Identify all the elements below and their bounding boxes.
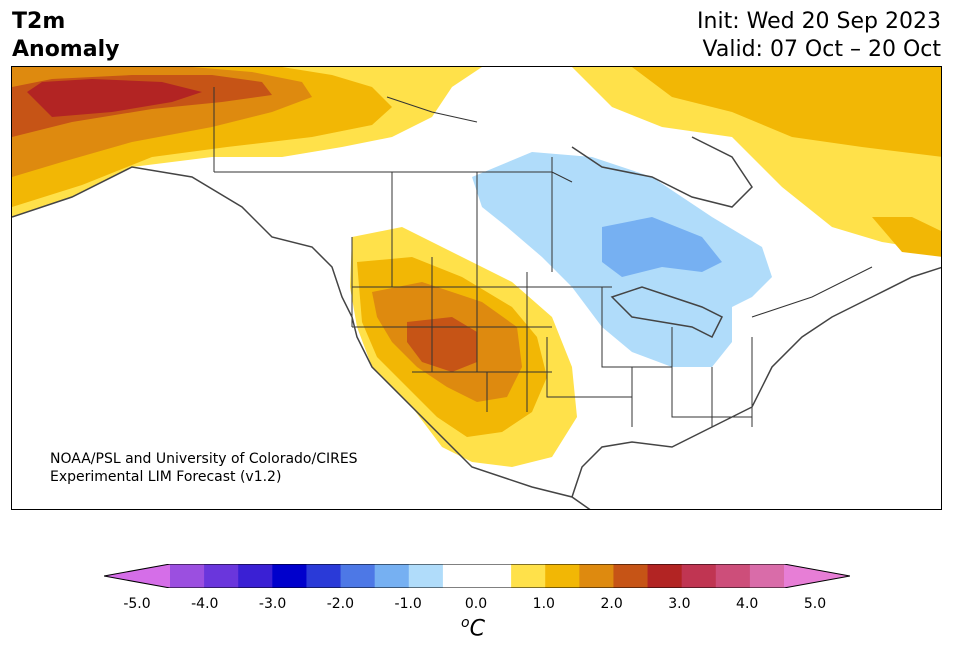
colorbar-tick-label: -3.0	[258, 596, 287, 612]
colorbar-segment	[477, 564, 512, 588]
colorbar	[104, 564, 850, 588]
title-block-right: Init: Wed 20 Sep 2023 Valid: 07 Oct – 20…	[697, 8, 941, 64]
variable-title: T2m	[12, 9, 66, 34]
warm-region-labrador-gold	[872, 217, 941, 257]
colorbar-segment	[306, 564, 342, 588]
colorbar-min-arrow	[104, 564, 170, 588]
colorbar-segment	[340, 564, 376, 588]
warm-region-west-burnt	[407, 317, 477, 372]
colorbar-segment	[545, 564, 580, 588]
coastlines	[12, 136, 941, 509]
colorbar-ticks: -5.0 -4.0 -3.0 -2.0 -1.0 0.0 1.0 2.0 3.0 4.0 5.0	[0, 596, 953, 616]
colorbar-max-arrow	[784, 564, 850, 588]
map-canvas	[12, 67, 941, 509]
colorbar-segment	[511, 564, 546, 588]
warm-region-northeast-gold	[632, 67, 941, 157]
colorbar-unit: oC	[461, 615, 485, 641]
credit-line-2: Experimental LIM Forecast (v1.2)	[50, 469, 282, 485]
colorbar-segment	[715, 564, 751, 588]
colorbar-segment	[374, 564, 410, 588]
colorbar-segment	[204, 564, 239, 588]
colorbar-segment	[170, 564, 205, 588]
anomaly-map: NOAA/PSL and University of Colorado/CIRE…	[11, 66, 942, 510]
colorbar-tick-label: 4.0	[736, 596, 759, 612]
anomaly-subtitle: Anomaly	[12, 37, 120, 62]
colorbar-tick-label: 3.0	[668, 596, 691, 612]
data-credit: NOAA/PSL and University of Colorado/CIRE…	[50, 450, 358, 486]
colorbar-tick-label: -2.0	[326, 596, 355, 612]
init-date: Init: Wed 20 Sep 2023	[697, 9, 941, 34]
credit-line-1: NOAA/PSL and University of Colorado/CIRE…	[50, 451, 358, 467]
colorbar-segment	[647, 564, 683, 588]
colorbar-tick-label: -4.0	[191, 596, 219, 612]
title-block-left: T2m Anomaly	[12, 8, 119, 64]
colorbar-tick-label: -5.0	[123, 596, 151, 612]
colorbar-segment	[272, 564, 307, 588]
warm-region-alaska-red	[27, 79, 202, 117]
colorbar-segment	[613, 564, 649, 588]
colorbar-segment	[749, 564, 785, 588]
valid-range: Valid: 07 Oct – 20 Oct	[702, 37, 941, 62]
colorbar-segment	[238, 564, 273, 588]
colorbar-segment	[579, 564, 614, 588]
cold-region-central-blue	[602, 217, 722, 277]
unit-degree: o	[461, 615, 470, 631]
colorbar-tick-label: 2.0	[600, 596, 623, 612]
colorbar-segment	[442, 564, 478, 588]
colorbar-tick-label: 5.0	[803, 596, 827, 612]
colorbar-tick-label: -1.0	[394, 596, 422, 612]
political-boundaries	[213, 87, 873, 427]
colorbar-segment	[681, 564, 717, 588]
unit-celsius: C	[469, 616, 485, 642]
colorbar-segment	[408, 564, 444, 588]
colorbar-tick-label: 0.0	[464, 596, 488, 612]
colorbar-tick-label: 1.0	[532, 596, 555, 612]
